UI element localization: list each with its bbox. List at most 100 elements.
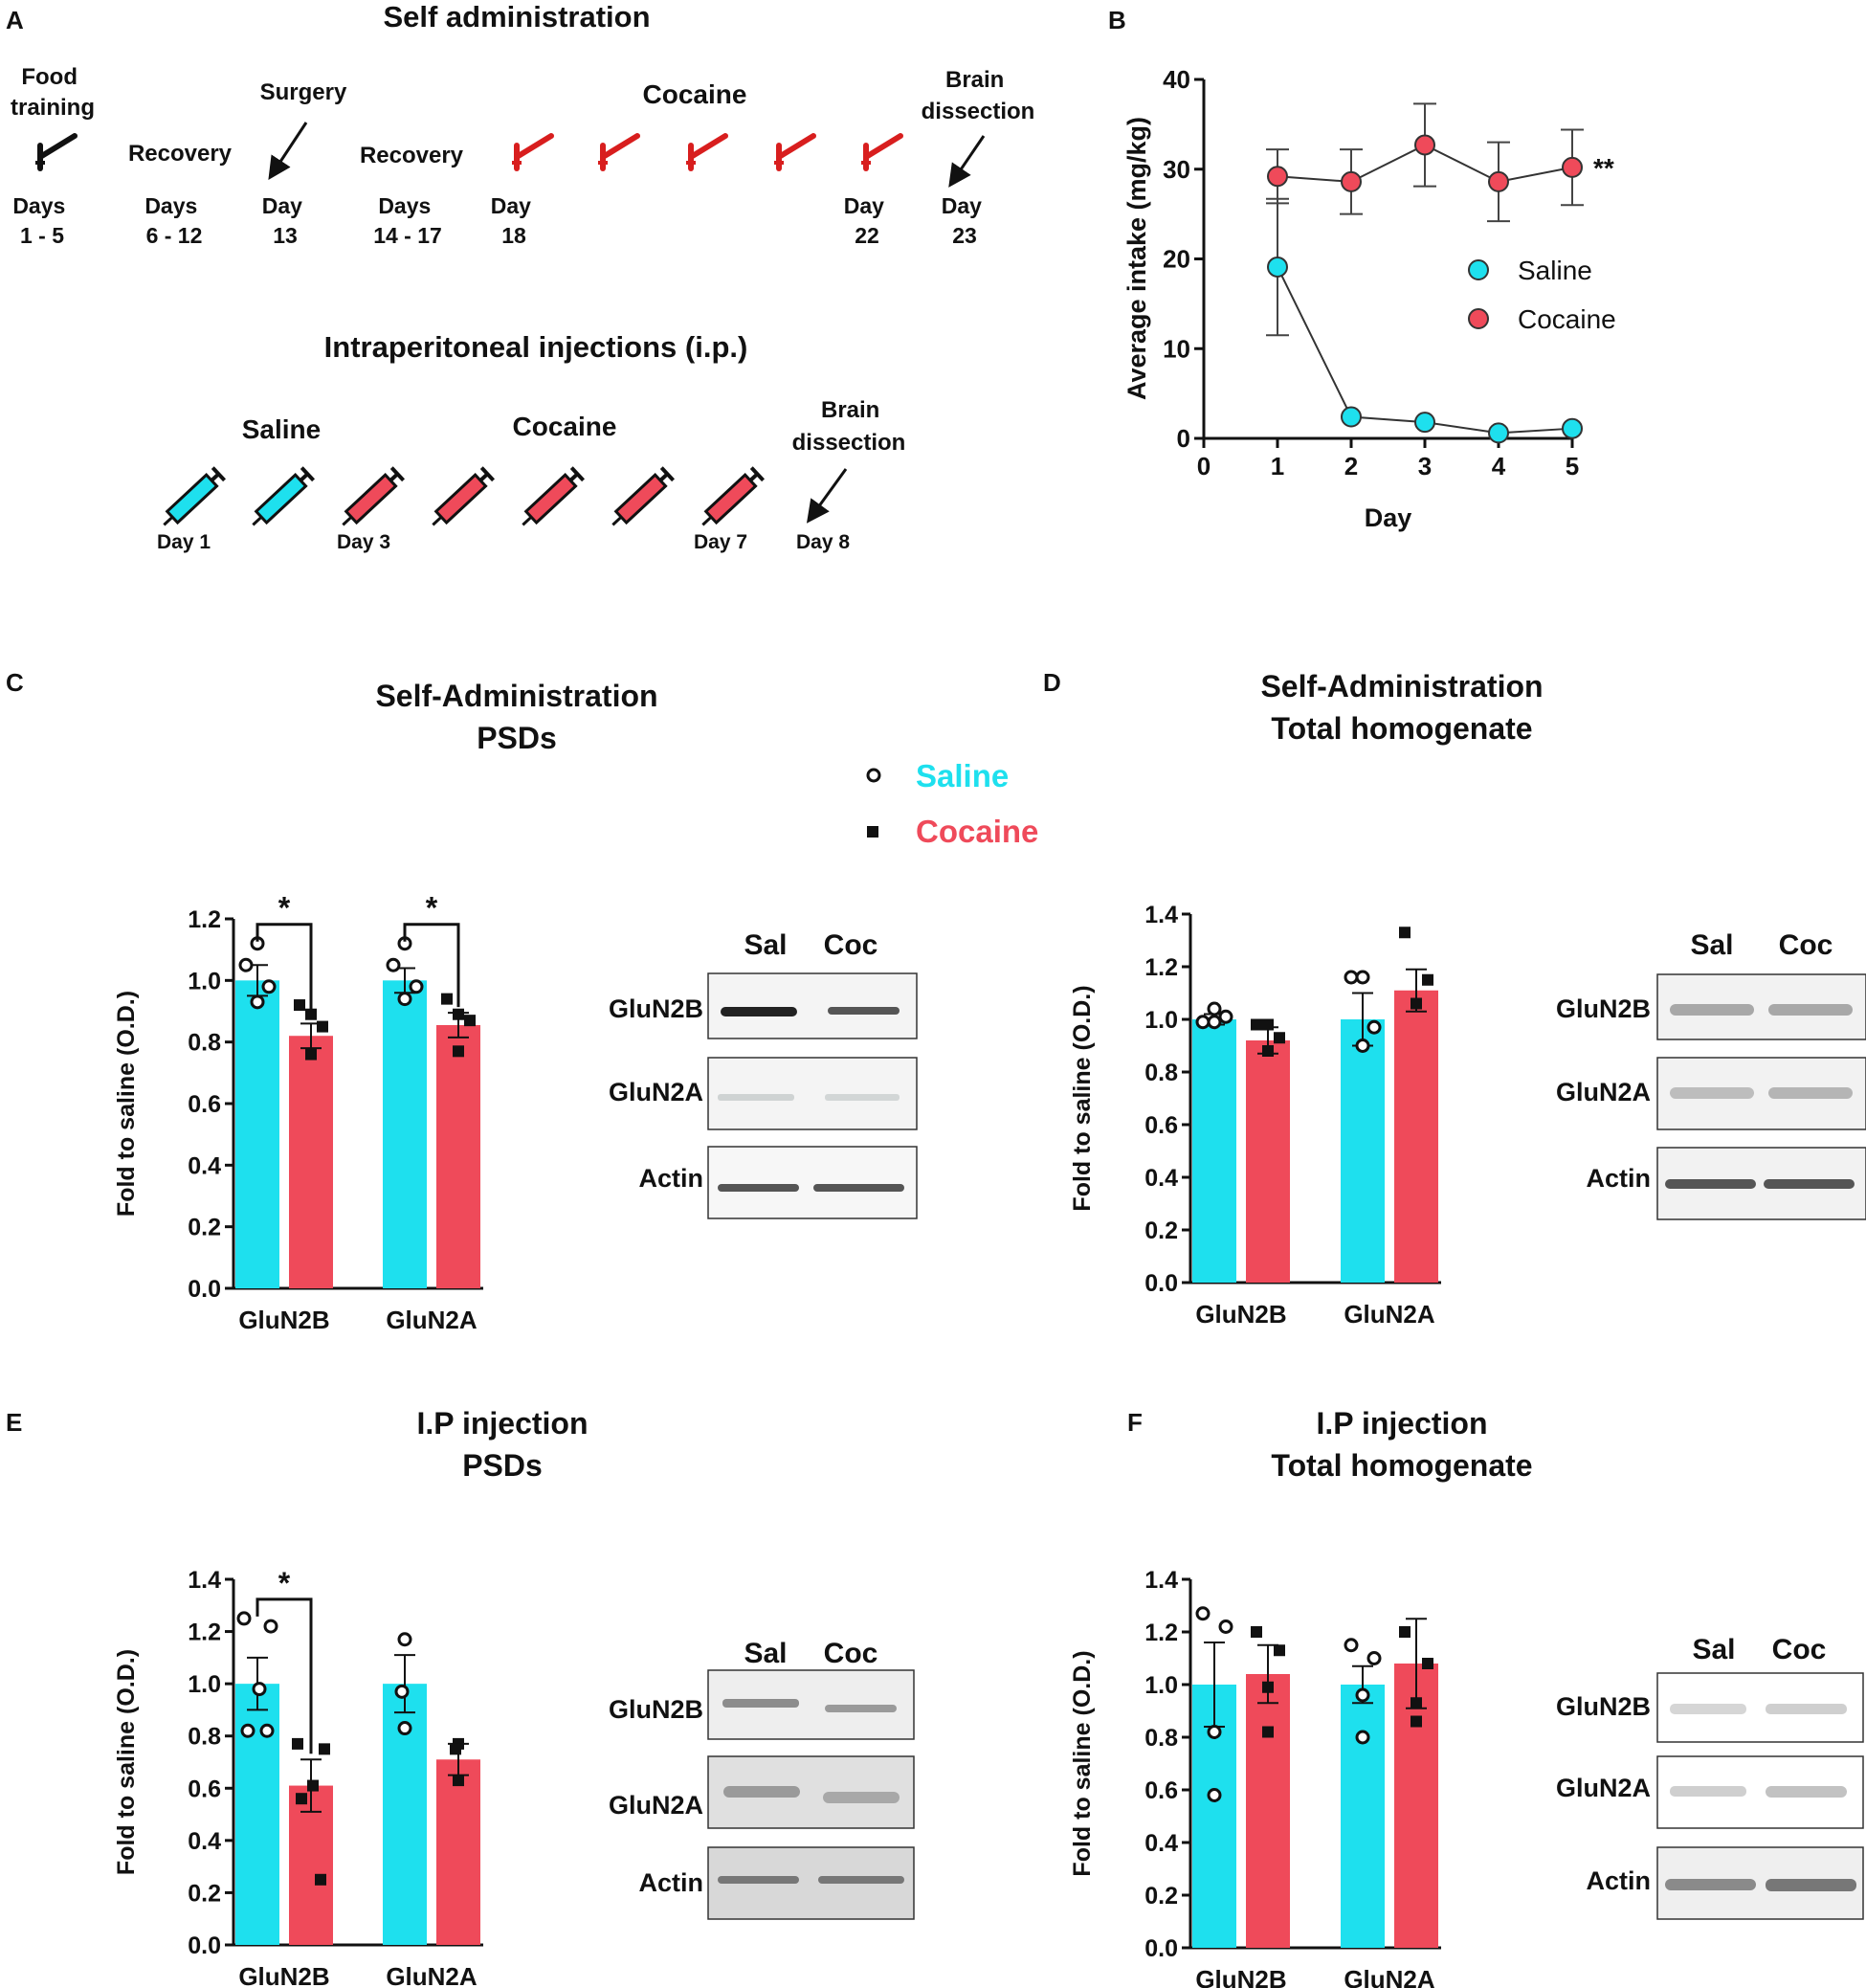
group-legend: Saline Cocaine <box>866 758 1038 849</box>
y-tick-label: 0.6 <box>1144 1777 1178 1804</box>
y-tick-label: 0.4 <box>1144 1830 1178 1857</box>
data-point-cocaine <box>1411 1697 1422 1709</box>
blot-band <box>818 1876 904 1884</box>
data-point-cocaine <box>292 1737 303 1750</box>
data-point-cocaine <box>1262 1681 1274 1693</box>
significance-marker: ** <box>1593 153 1614 183</box>
y-tick-label: 1.0 <box>188 968 221 994</box>
data-point-cocaine <box>1274 1032 1285 1044</box>
blot-label-glun2a: GluN2A <box>1556 1078 1651 1106</box>
data-point-cocaine <box>307 1779 319 1792</box>
panel-letter-d: D <box>1043 668 1061 697</box>
data-point-saline <box>259 1723 275 1738</box>
series-line-saline <box>1277 266 1573 435</box>
legend-saline-marker <box>1468 259 1489 280</box>
recovery-label-2: Recovery <box>360 143 464 168</box>
y-tick-label: 1.2 <box>188 1619 221 1646</box>
ip-day-3: Day 3 <box>337 531 390 553</box>
x-axis-label: Day <box>1365 503 1412 532</box>
data-point-saline <box>1207 1725 1222 1739</box>
data-point-saline <box>1207 1001 1222 1016</box>
data-point-saline <box>1195 1606 1211 1621</box>
x-tick-label: 5 <box>1566 452 1579 480</box>
blot-label-actin: Actin <box>639 1164 704 1193</box>
blot-c: Sal Coc GluN2B GluN2A Actin <box>609 929 918 1219</box>
data-point-cocaine <box>317 1020 328 1033</box>
ip-dissection-arrow <box>806 468 848 524</box>
blot-band <box>1766 1704 1847 1714</box>
significance-marker: * <box>278 1566 291 1600</box>
data-point-cocaine <box>1262 1045 1274 1057</box>
panel-c-title: Self-Administration PSDs <box>375 679 657 755</box>
data-point-saline <box>238 957 254 972</box>
panel-letter-c: C <box>6 668 24 697</box>
blot-d: Sal Coc GluN2B GluN2A Actin <box>1556 929 1866 1220</box>
syringe-cocaine <box>425 465 496 533</box>
y-tick-label: 0.2 <box>1144 1217 1178 1244</box>
category-label: GluN2B <box>238 1306 329 1334</box>
y-tick-label: 0.2 <box>188 1215 221 1241</box>
blot-label-actin: Actin <box>639 1868 704 1897</box>
blot-band <box>828 1007 900 1015</box>
day-23: Day 23 <box>942 193 989 248</box>
cocaine-session-symbol <box>686 136 725 168</box>
y-axis-label: Fold to saline (O.D.) <box>113 1649 140 1875</box>
data-point-cocaine <box>453 1775 464 1787</box>
blot-band <box>718 1094 794 1101</box>
blot-band <box>1670 1004 1754 1016</box>
bar-cocaine <box>436 1759 480 1945</box>
category-label: GluN2B <box>238 1962 329 1988</box>
panel-e-bar-chart: 0.0 0.2 0.4 0.6 0.8 1.0 1.2 1.4 Fold to saline (… <box>113 1566 483 1988</box>
blot-lane-coc: Coc <box>824 929 878 961</box>
data-point-saline <box>1207 1015 1222 1030</box>
data-point-cocaine <box>1422 973 1433 986</box>
y-tick-label: 0.8 <box>1144 1725 1178 1752</box>
y-axis-label: Fold to saline (O.D.) <box>1069 985 1096 1211</box>
blot-lane-coc: Coc <box>824 1638 878 1669</box>
panel-d-bar-chart: 0.0 0.2 0.4 0.6 0.8 1.0 1.2 1.4 Fold to saline (… <box>1069 902 1441 1329</box>
food-training-days: Days 1 - 5 <box>12 193 71 248</box>
blot-band <box>1766 1786 1847 1798</box>
x-tick-label: 0 <box>1197 452 1211 480</box>
data-point-cocaine <box>1411 1715 1422 1728</box>
y-tick-label: 0.2 <box>188 1880 221 1907</box>
blot-label-glun2b: GluN2B <box>609 1695 703 1724</box>
data-point-cocaine <box>1262 1018 1274 1031</box>
syringe-cocaine <box>515 465 586 533</box>
significance-marker: * <box>426 891 438 926</box>
blot-lane-sal: Sal <box>1692 1634 1735 1665</box>
y-tick-label: 0.2 <box>1144 1883 1178 1910</box>
y-tick-label: 10 <box>1163 334 1190 363</box>
data-point-saline <box>1355 1687 1370 1703</box>
ip-cocaine-label: Cocaine <box>513 412 617 441</box>
panel-b-intake-chart: 0 10 20 30 40 0 1 2 3 4 5 Day Average intake (mg/kg)… <box>1122 65 1616 532</box>
panel-e-title: I.P injection PSDs <box>417 1406 589 1483</box>
y-tick-label: 0.8 <box>1144 1060 1178 1086</box>
data-point-saline <box>1195 1015 1211 1030</box>
data-point-saline <box>409 979 424 994</box>
brain-dissection-label: Brain dissection <box>922 67 1035 124</box>
bar-saline <box>1192 1019 1236 1283</box>
blot-band <box>723 1786 800 1798</box>
ip-day-1: Day 1 <box>157 531 211 553</box>
blot-strip-glun2b <box>707 972 918 1039</box>
y-tick-label: 0.6 <box>1144 1112 1178 1139</box>
blot-label-actin: Actin <box>1587 1866 1652 1895</box>
data-point-saline <box>1366 1019 1382 1035</box>
y-axis-label: Average intake (mg/kg) <box>1122 117 1151 400</box>
data-point-cocaine <box>296 1793 307 1805</box>
surgery-label: Surgery <box>260 79 347 105</box>
bar-cocaine <box>1394 1664 1438 1948</box>
data-point-saline <box>252 1682 267 1697</box>
category-label: GluN2A <box>386 1306 478 1334</box>
panel-letter-e: E <box>6 1408 22 1437</box>
y-axis-label: Fold to saline (O.D.) <box>113 991 140 1217</box>
significance-bracket <box>255 1597 313 1754</box>
blot-band <box>1670 1704 1746 1714</box>
category-label: GluN2A <box>1344 1965 1435 1988</box>
y-tick-label: 1.4 <box>1144 902 1178 928</box>
y-axis-label: Fold to saline (O.D.) <box>1069 1650 1096 1876</box>
data-point-cocaine <box>453 1045 464 1058</box>
y-tick-label: 1.0 <box>1144 1007 1178 1034</box>
